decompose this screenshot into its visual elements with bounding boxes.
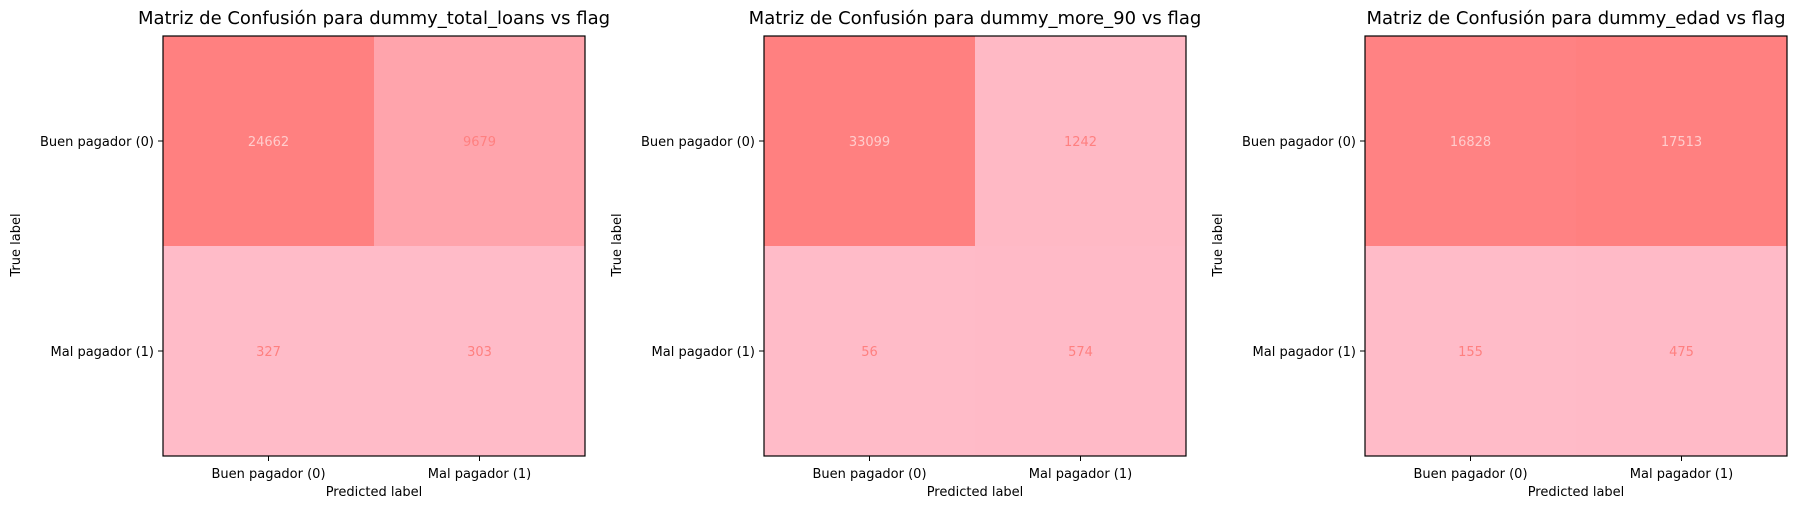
x-tick-label: Mal pagador (1) [1630,467,1733,482]
cell-value-label: 475 [1669,345,1694,360]
x-axis-label: Predicted label [927,485,1024,500]
heatmap-cell [1576,36,1787,246]
confusion-matrix-panel-total-loans: Matriz de Confusión para dummy_total_loa… [9,8,610,500]
cell-value-label: 17513 [1661,135,1702,150]
y-tick-label: Buen pagador (0) [1242,135,1356,150]
x-tick-label: Buen pagador (0) [1413,467,1527,482]
cell-value-label: 24662 [248,135,289,150]
cell-value-label: 327 [256,345,281,360]
y-tick-labels: Buen pagador (0) Mal pagador (1) [40,135,163,360]
x-tick-label: Mal pagador (1) [428,467,531,482]
heatmap-cells: 24662 9679 327 303 [162,35,586,457]
x-tick-label: Buen pagador (0) [211,467,325,482]
heatmap-cell [1365,36,1576,246]
heatmap-cell [975,36,1186,246]
confusion-matrix-panel-edad: Matriz de Confusión para dummy_edad vs f… [1211,8,1788,500]
y-tick-label: Buen pagador (0) [40,135,154,150]
cell-value-label: 303 [467,345,492,360]
chart-title: Matriz de Confusión para dummy_total_loa… [138,8,610,29]
y-tick-label: Mal pagador (1) [51,345,154,360]
axes-frame [1364,35,1788,457]
y-axis-label: True label [610,213,625,277]
axes-frame [763,35,1187,457]
cell-value-label: 56 [861,345,878,360]
cell-value-label: 1242 [1064,135,1097,150]
x-axis-label: Predicted label [326,485,423,500]
heatmap-cells: 33099 1242 56 574 [763,35,1187,457]
chart-title: Matriz de Confusión para dummy_more_90 v… [749,8,1202,29]
heatmap-cell [374,36,585,246]
x-tick-labels: Buen pagador (0) Mal pagador (1) [211,456,531,482]
heatmap-cell [764,36,975,246]
y-axis-label: True label [9,213,24,277]
heatmap-cell [764,246,975,456]
y-tick-labels: Buen pagador (0) Mal pagador (1) [1242,135,1365,360]
heatmap-cell [975,246,1186,456]
x-tick-label: Mal pagador (1) [1029,467,1132,482]
heatmap-cell [1576,246,1787,456]
chart-title: Matriz de Confusión para dummy_edad vs f… [1366,8,1785,29]
heatmap-cell [1365,246,1576,456]
y-tick-label: Mal pagador (1) [1253,345,1356,360]
x-tick-label: Buen pagador (0) [812,467,926,482]
x-tick-labels: Buen pagador (0) Mal pagador (1) [1413,456,1733,482]
y-axis-label: True label [1211,213,1226,277]
cell-value-label: 16828 [1450,135,1491,150]
axes-frame [162,35,586,457]
cell-value-label: 574 [1068,345,1093,360]
y-tick-label: Buen pagador (0) [641,135,755,150]
y-tick-labels: Buen pagador (0) Mal pagador (1) [641,135,764,360]
cell-value-label: 9679 [463,135,496,150]
cell-value-label: 33099 [849,135,890,150]
heatmap-cell [163,36,374,246]
cell-value-label: 155 [1458,345,1483,360]
x-tick-labels: Buen pagador (0) Mal pagador (1) [812,456,1132,482]
heatmap-cell [374,246,585,456]
y-tick-label: Mal pagador (1) [652,345,755,360]
heatmap-cell [163,246,374,456]
x-axis-label: Predicted label [1528,485,1625,500]
heatmap-cells: 16828 17513 155 475 [1364,35,1788,457]
confusion-matrix-panel-more-90: Matriz de Confusión para dummy_more_90 v… [610,8,1201,500]
